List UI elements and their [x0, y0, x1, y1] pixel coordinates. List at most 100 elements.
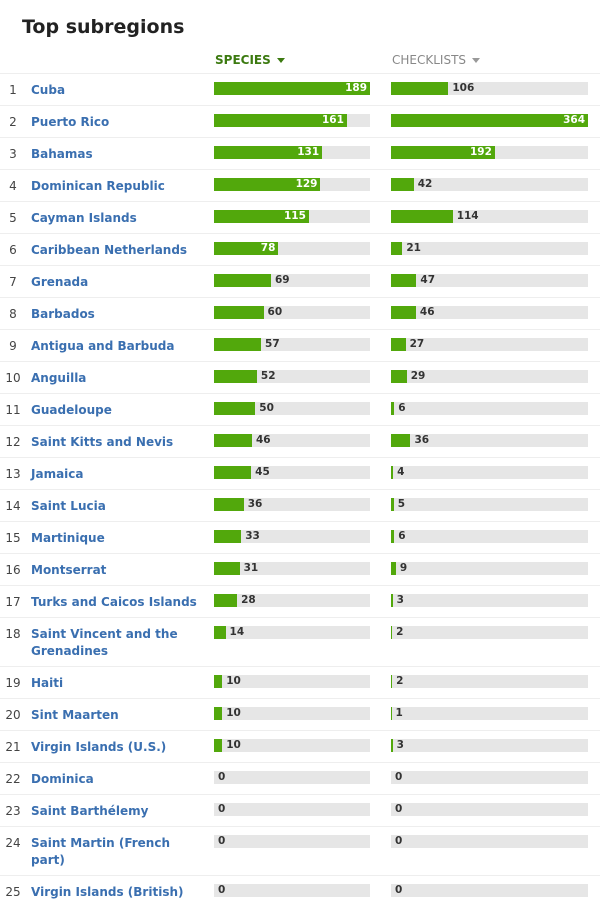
rank: 17	[5, 595, 21, 609]
species-track: 0	[214, 771, 370, 784]
species-value: 14	[229, 626, 245, 638]
region-link[interactable]: Bahamas	[31, 147, 93, 161]
species-value: 129	[295, 178, 318, 190]
species-value: 69	[274, 274, 290, 286]
row: 8 Barbados 60 46	[0, 297, 600, 329]
checklists-bar	[391, 178, 414, 191]
rank: 14	[5, 499, 21, 513]
species-bar	[214, 178, 321, 191]
species-track: 60	[214, 306, 370, 319]
species-bar	[214, 626, 226, 639]
species-value: 50	[259, 402, 274, 414]
region-link[interactable]: Turks and Caicos Islands	[31, 595, 197, 609]
region-link[interactable]: Saint Kitts and Nevis	[31, 435, 174, 449]
row: 15 Martinique 33 6	[0, 521, 600, 553]
checklists-value: 106	[452, 82, 475, 94]
row: 16 Montserrat 31 9	[0, 553, 600, 585]
region-link[interactable]: Dominica	[31, 772, 94, 786]
checklists-track: 47	[391, 274, 588, 287]
region-link[interactable]: Montserrat	[31, 563, 107, 577]
checklists-bar	[391, 242, 403, 255]
sort-icon[interactable]	[472, 58, 481, 63]
region-link[interactable]: Dominican Republic	[31, 179, 165, 193]
region-link[interactable]: Sint Maarten	[31, 708, 119, 722]
checklists-value: 3	[396, 594, 404, 606]
checklists-value: 36	[414, 434, 430, 446]
species-bar	[214, 370, 257, 383]
species-bar	[214, 675, 223, 688]
row: 5 Cayman Islands 115 114	[0, 201, 600, 233]
species-track: 161	[214, 114, 370, 127]
checklists-bar	[391, 434, 411, 447]
checklists-header-label[interactable]: CHECKLISTS	[392, 53, 467, 67]
checklists-track: 1	[391, 707, 588, 720]
rank: 13	[5, 467, 21, 481]
checklists-bar	[391, 114, 588, 127]
checklists-track: 42	[391, 178, 588, 191]
species-header-label[interactable]: SPECIES	[215, 53, 271, 67]
checklists-value: 114	[456, 210, 479, 222]
rank: 23	[5, 804, 21, 818]
rank: 16	[5, 563, 21, 577]
region-link[interactable]: Barbados	[31, 307, 95, 321]
region-link[interactable]: Virgin Islands (British)	[31, 885, 184, 899]
region-link[interactable]: Puerto Rico	[31, 115, 110, 129]
species-bar	[214, 434, 252, 447]
checklists-track: 6	[391, 530, 588, 543]
region-link[interactable]: Cayman Islands	[31, 211, 137, 225]
region-link[interactable]: Virgin Islands (U.S.)	[31, 740, 167, 754]
checklists-track: 0	[391, 884, 588, 897]
checklists-bar	[391, 707, 392, 720]
checklists-bar	[391, 562, 396, 575]
species-bar	[214, 210, 309, 223]
region-link[interactable]: Antigua and Barbuda	[31, 339, 175, 353]
checklists-bar	[391, 402, 395, 415]
species-bar	[214, 402, 256, 415]
species-track: 0	[214, 803, 370, 816]
species-value: 78	[260, 242, 276, 254]
region-link[interactable]: Martinique	[31, 531, 105, 545]
rows: 1 Cuba 189 106 2 Puerto Rico 161 364 3 Bahamas 131…	[0, 73, 600, 907]
region-link[interactable]: Saint Barthélemy	[31, 804, 149, 818]
row: 11 Guadeloupe 50 6	[0, 393, 600, 425]
checklists-value: 0	[395, 835, 403, 847]
region-link[interactable]: Caribbean Netherlands	[31, 243, 188, 257]
region-link[interactable]: Guadeloupe	[31, 403, 112, 417]
rank: 20	[5, 708, 21, 722]
species-header[interactable]: SPECIES	[215, 53, 285, 67]
region-link[interactable]: Grenada	[31, 275, 89, 289]
species-value: 0	[218, 835, 226, 847]
row: 22 Dominica 0 0	[0, 762, 600, 794]
rank: 5	[9, 211, 17, 225]
rank: 12	[5, 435, 21, 449]
row: 6 Caribbean Netherlands 78 21	[0, 233, 600, 265]
row: 25 Virgin Islands (British) 0 0	[0, 875, 600, 907]
species-track: 115	[214, 210, 370, 223]
checklists-value: 5	[397, 498, 406, 510]
species-bar	[214, 114, 347, 127]
region-link[interactable]: Saint Vincent and the Grenadines	[31, 627, 178, 658]
checklists-bar	[391, 338, 406, 351]
checklists-value: 0	[395, 803, 403, 815]
species-bar	[214, 338, 262, 351]
row: 12 Saint Kitts and Nevis 46 36	[0, 425, 600, 457]
species-value: 31	[243, 562, 259, 574]
checklists-track: 21	[391, 242, 588, 255]
region-link[interactable]: Jamaica	[31, 467, 84, 481]
checklists-bar	[391, 82, 449, 95]
species-value: 131	[297, 146, 320, 158]
sort-icon[interactable]	[276, 58, 285, 63]
checklists-value: 2	[396, 626, 404, 638]
checklists-bar	[391, 274, 417, 287]
checklists-header[interactable]: CHECKLISTS	[392, 53, 481, 67]
region-link[interactable]: Haiti	[31, 676, 64, 690]
checklists-track: 364	[391, 114, 588, 127]
rank: 6	[9, 243, 17, 257]
region-link[interactable]: Anguilla	[31, 371, 87, 385]
region-link[interactable]: Saint Martin (French part)	[31, 836, 171, 867]
region-link[interactable]: Cuba	[31, 83, 66, 97]
region-link[interactable]: Saint Lucia	[31, 499, 106, 513]
species-track: 0	[214, 835, 370, 848]
checklists-value: 47	[420, 274, 436, 286]
row: 23 Saint Barthélemy 0 0	[0, 794, 600, 826]
